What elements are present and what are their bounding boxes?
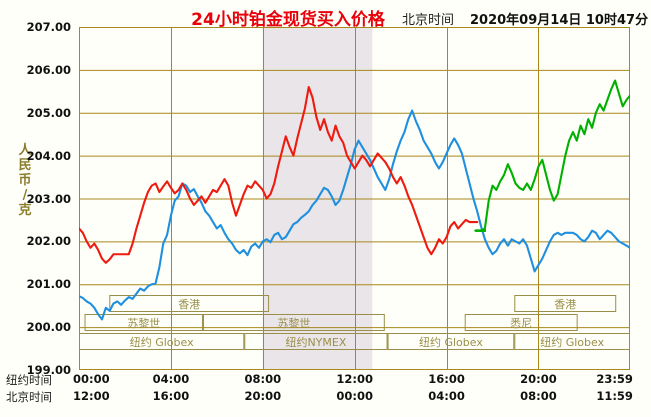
y-axis-tick-label: 201.00: [26, 277, 71, 292]
x-axis-tick-label: 12:00: [336, 372, 373, 386]
session-bar: [202, 314, 385, 331]
x-axis-ny: 纽约时间 00:00 04:00 08:00 12:00 16:00 20:00 23:59: [0, 372, 651, 388]
session-sydney: 悉尼: [464, 314, 578, 331]
session-label: 纽约 Globex: [540, 335, 604, 349]
y-unit-char: 民: [18, 158, 32, 173]
y-unit-char: 克: [18, 203, 32, 218]
beijing-time-label: 北京时间: [402, 13, 455, 28]
x-axis-tick-label: 12:00: [73, 389, 110, 403]
x-axis-tick-label: 04:00: [428, 389, 465, 403]
x-axis-tick-label: 20:00: [520, 372, 557, 386]
session-label: 纽约NYMEX: [285, 335, 346, 349]
series-line-green: [474, 79, 630, 232]
x-axis-ny-label: 纽约时间: [6, 373, 52, 387]
session-ny-globex-3: 纽约 Globex: [514, 333, 630, 350]
session-label: 悉尼: [510, 317, 532, 330]
session-hongkong-2: 香港: [514, 295, 617, 312]
y-axis-tick-label: 199.00: [26, 363, 71, 377]
session-label: 香港: [554, 298, 576, 311]
session-label: 苏黎世: [277, 316, 310, 330]
series-line-red: [79, 85, 479, 264]
x-axis-tick-label: 16:00: [428, 372, 465, 386]
session-bar: [244, 333, 388, 350]
session-bar: [79, 333, 245, 350]
x-axis-bj: 北京时间 12:00 16:00 20:00 00:00 04:00 08:00 11:59: [0, 389, 651, 405]
session-bar: [387, 333, 515, 350]
y-axis-tick-label: 206.00: [26, 62, 71, 77]
y-axis-unit-label: 人民币 / 克: [16, 143, 34, 218]
y-axis: 人民币 / 克 207.00 206.00 205.00 204.00 203.00 202.…: [0, 0, 76, 417]
timestamp: 2020年09月14日 10时47分: [470, 13, 649, 28]
x-axis-tick-label: 16:00: [152, 389, 190, 403]
y-axis-tick-label: 200.00: [26, 320, 71, 335]
plot-border: [79, 27, 630, 370]
plot-area: 香港 香港 苏黎世 苏黎世 悉尼 纽约 Globex 纽约NYMEX 纽约 Globex 纽约 …: [79, 27, 630, 370]
x-axis-tick-label: 08:00: [244, 372, 282, 386]
series-line-blue: [79, 109, 630, 321]
session-bar: [514, 295, 617, 312]
session-bar: [109, 295, 270, 312]
y-axis-tick-label: 205.00: [26, 105, 71, 120]
x-axis-bj-label: 北京时间: [6, 390, 52, 404]
session-zurich: 苏黎世: [202, 314, 385, 331]
session-bar: [514, 333, 630, 350]
x-axis-tick-label: 11:59: [596, 389, 633, 403]
y-axis-tick-label: 207.00: [26, 20, 71, 34]
x-axis-tick-label: 04:00: [152, 372, 190, 386]
session-label: 纽约 Globex: [130, 335, 194, 349]
session-bar: [84, 314, 203, 331]
x-axis-tick-label: 08:00: [520, 389, 557, 403]
session-hongkong-1: 香港: [109, 295, 270, 312]
session-label: 苏黎世: [127, 316, 160, 330]
session-label: 纽约 Globex: [419, 335, 483, 349]
session-label: 香港: [178, 298, 200, 311]
x-axis-tick-label: 23:59: [596, 372, 633, 386]
session-ny-globex-2: 纽约 Globex: [387, 333, 515, 350]
x-axis-tick-label: 00:00: [336, 389, 373, 403]
y-unit-char: /: [22, 188, 28, 203]
page-title: 24小时铂金现货买入价格: [191, 10, 385, 30]
x-axis-tick-label: 20:00: [244, 389, 282, 403]
y-unit-char: 币: [18, 173, 32, 188]
session-zurich-pre: 苏黎世: [84, 314, 203, 331]
session-ny-globex-1: 纽约 Globex: [79, 333, 245, 350]
x-axis-tick-label: 00:00: [73, 372, 110, 386]
y-unit-char: 人: [18, 143, 32, 158]
y-axis-tick-label: 204.00: [26, 148, 71, 163]
session-bar: [464, 314, 578, 331]
y-axis-tick-label: 202.00: [26, 234, 71, 249]
y-axis-tick-label: 203.00: [26, 191, 71, 206]
session-ny-nymex: 纽约NYMEX: [244, 333, 388, 350]
